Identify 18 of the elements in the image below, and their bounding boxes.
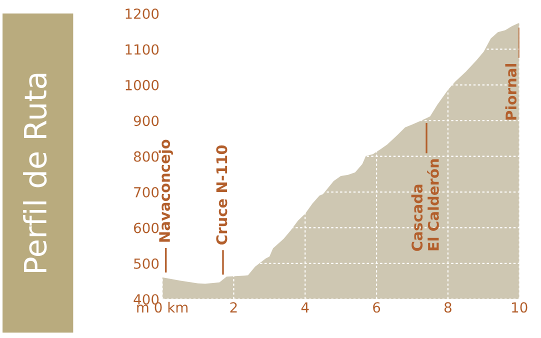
y-tick-label: 1200	[126, 8, 159, 19]
annotation: Cascada El Calderón	[411, 159, 439, 251]
x-tick-label: 8	[444, 302, 452, 313]
y-tick-label: 800	[134, 151, 159, 162]
annotation: Piornal	[505, 64, 517, 120]
y-tick-label: 900	[134, 116, 159, 126]
y-tick-label: 1000	[126, 80, 159, 90]
x-tick-label: 4	[301, 302, 309, 312]
y-tick-label: 1100	[126, 44, 159, 55]
x-tick-label: 10	[512, 302, 528, 313]
y-tick-label: 700	[134, 186, 159, 198]
annotation: Navaconcejo	[158, 140, 173, 242]
x-tick-label: 2	[230, 302, 237, 312]
y-tick-label: 600	[134, 222, 159, 234]
text: Perfil de Ruta	[23, 74, 47, 272]
y-tick-label: 500	[134, 258, 159, 269]
x-tick-label: 6	[373, 302, 380, 313]
annotation: Cruce N-110	[216, 145, 228, 244]
